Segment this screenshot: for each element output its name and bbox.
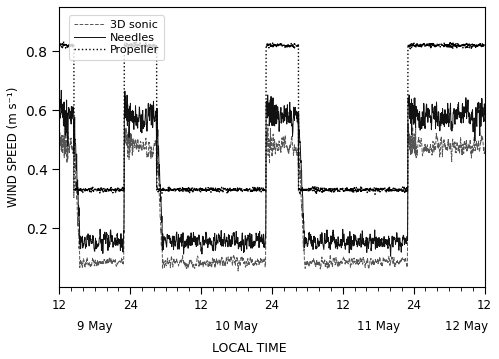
Needles: [284, 103, 290, 107]
Needles: [58, 88, 64, 93]
Needles: [56, 97, 62, 102]
Propeller: [284, 45, 290, 50]
3D sonic: [482, 148, 488, 153]
Text: 9 May: 9 May: [77, 320, 113, 332]
Propeller: [56, 43, 62, 48]
Needles: [293, 116, 299, 121]
Propeller: [444, 41, 450, 46]
Needles: [444, 117, 450, 122]
3D sonic: [396, 261, 402, 265]
3D sonic: [444, 145, 450, 149]
Needles: [456, 115, 462, 120]
Propeller: [396, 188, 402, 192]
Legend: 3D sonic, Needles, Propeller: 3D sonic, Needles, Propeller: [69, 15, 164, 60]
Text: 10 May: 10 May: [215, 320, 258, 332]
Propeller: [293, 43, 299, 48]
3D sonic: [56, 144, 62, 148]
3D sonic: [235, 269, 241, 273]
3D sonic: [175, 261, 181, 266]
Needles: [482, 112, 488, 117]
3D sonic: [456, 143, 462, 148]
Propeller: [456, 44, 462, 48]
3D sonic: [284, 147, 290, 151]
Line: 3D sonic: 3D sonic: [59, 124, 485, 271]
Needles: [388, 254, 394, 258]
Text: 12 May: 12 May: [445, 320, 489, 332]
Needles: [396, 248, 402, 252]
Line: Needles: Needles: [59, 90, 485, 256]
3D sonic: [293, 148, 299, 153]
Propeller: [372, 192, 378, 196]
Needles: [175, 241, 181, 246]
Propeller: [175, 187, 181, 191]
Line: Propeller: Propeller: [59, 41, 485, 194]
3D sonic: [406, 122, 412, 126]
Text: LOCAL TIME: LOCAL TIME: [212, 342, 287, 355]
Text: 11 May: 11 May: [357, 320, 400, 332]
Propeller: [133, 38, 139, 43]
Propeller: [482, 44, 488, 48]
Y-axis label: WIND SPEED (m s⁻¹): WIND SPEED (m s⁻¹): [7, 87, 20, 207]
